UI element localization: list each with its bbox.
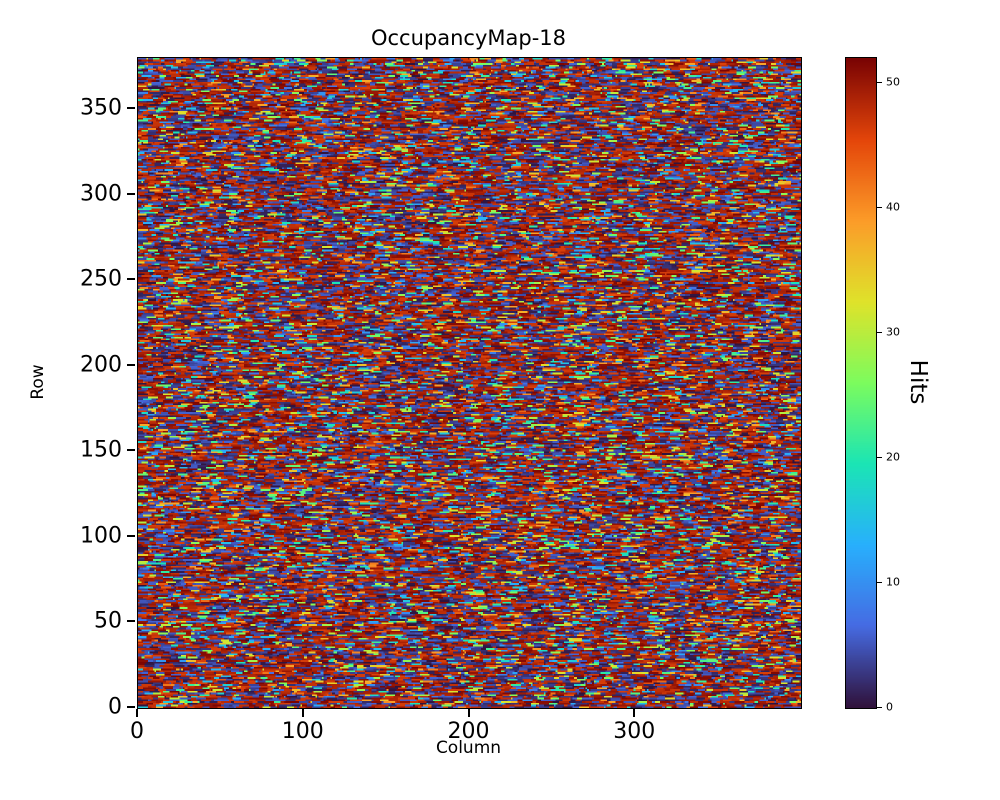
colorbar-canvas — [846, 58, 876, 708]
chart-title: OccupancyMap-18 — [370, 26, 567, 50]
colorbar-tick-mark — [877, 331, 882, 333]
y-tick-mark — [127, 449, 135, 452]
x-tick-mark — [633, 709, 636, 717]
heatmap-canvas — [138, 58, 801, 708]
colorbar-tick-label: 0 — [886, 700, 893, 714]
colorbar-tick-mark — [877, 581, 882, 583]
y-tick-label: 50 — [94, 608, 122, 634]
x-tick-mark — [301, 709, 304, 717]
y-tick-mark — [127, 706, 135, 708]
plot-area — [137, 57, 802, 709]
colorbar-tick-label: 30 — [886, 325, 900, 339]
y-tick-mark — [127, 620, 135, 623]
colorbar-tick-mark — [877, 206, 882, 208]
colorbar-tick-label: 50 — [886, 75, 900, 89]
colorbar-tick-label: 10 — [886, 575, 900, 589]
y-tick-mark — [127, 107, 135, 110]
y-tick-label: 0 — [108, 694, 122, 720]
y-tick-label: 100 — [80, 523, 122, 549]
x-tick-label: 0 — [130, 719, 144, 744]
y-tick-label: 150 — [80, 437, 122, 463]
colorbar-tick-label: 40 — [886, 200, 900, 214]
y-tick-label: 350 — [80, 95, 122, 121]
x-axis-label: Column — [435, 738, 502, 758]
y-tick-mark — [127, 192, 135, 195]
colorbar-tick-mark — [877, 81, 882, 83]
x-tick-label: 200 — [447, 719, 490, 744]
x-tick-mark — [467, 709, 470, 717]
x-tick-label: 300 — [613, 719, 656, 744]
y-tick-mark — [127, 534, 135, 537]
y-tick-mark — [127, 278, 135, 281]
y-tick-mark — [127, 363, 135, 366]
x-tick-label: 100 — [281, 719, 324, 744]
colorbar-tick-mark — [877, 456, 882, 458]
y-tick-label: 250 — [80, 266, 122, 292]
colorbar-label: Hits — [905, 359, 931, 405]
y-tick-label: 200 — [80, 352, 122, 378]
x-tick-mark — [136, 709, 138, 717]
colorbar — [845, 57, 877, 709]
y-tick-label: 300 — [80, 181, 122, 207]
colorbar-tick-mark — [877, 706, 882, 708]
colorbar-tick-label: 20 — [886, 450, 900, 464]
